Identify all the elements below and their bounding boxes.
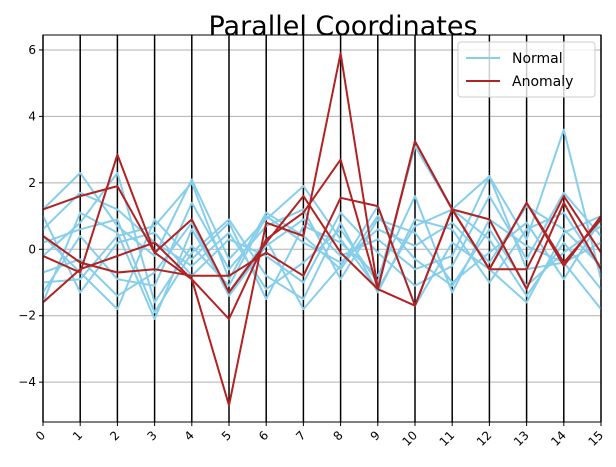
series-line-normal	[42, 145, 602, 297]
y-tick-label: 6	[28, 43, 36, 57]
gridlines	[43, 49, 601, 383]
x-tick-label: 8	[330, 428, 345, 443]
legend-box	[457, 41, 596, 98]
series-line-anomaly	[42, 140, 602, 294]
x-tick-label: 6	[256, 428, 271, 443]
series-line-normal	[42, 181, 602, 287]
series-line-normal	[42, 128, 602, 291]
legend-label-normal: Normal	[512, 51, 563, 67]
legend-label-anomaly: Anomaly	[512, 74, 573, 90]
chart-title: Parallel Coordinates	[208, 11, 477, 42]
x-tick-label: 0	[33, 428, 48, 443]
y-tick-label: −2	[18, 309, 36, 323]
legend: Normal Anomaly	[457, 41, 596, 98]
series-line-normal	[42, 211, 602, 314]
x-tick-label: 15	[585, 428, 606, 449]
x-tick-label: 10	[399, 428, 420, 449]
x-tick-label: 7	[293, 428, 308, 443]
y-tick-label: −4	[18, 375, 36, 389]
series-line-anomaly	[42, 195, 602, 307]
x-tick-label: 5	[219, 428, 234, 443]
y-tick-label: 0	[28, 242, 36, 256]
x-tick-label: 9	[368, 428, 383, 443]
series-line-normal	[42, 191, 602, 294]
x-tick-label: 1	[70, 428, 85, 443]
x-tick-label: 13	[511, 428, 532, 449]
plot-frame	[42, 34, 602, 423]
x-tick-label: 14	[548, 428, 569, 449]
x-tick-label: 11	[437, 428, 458, 449]
x-tick-label: 2	[107, 428, 122, 443]
x-tick-label: 4	[182, 428, 197, 443]
series-lines	[42, 52, 602, 407]
series-line-normal	[42, 205, 602, 320]
series-line-anomaly	[42, 140, 602, 320]
y-tick-label: 2	[28, 176, 36, 190]
y-tick-label: 4	[28, 109, 36, 123]
x-tick-label: 3	[144, 428, 159, 443]
x-tick-label: 12	[474, 428, 495, 449]
